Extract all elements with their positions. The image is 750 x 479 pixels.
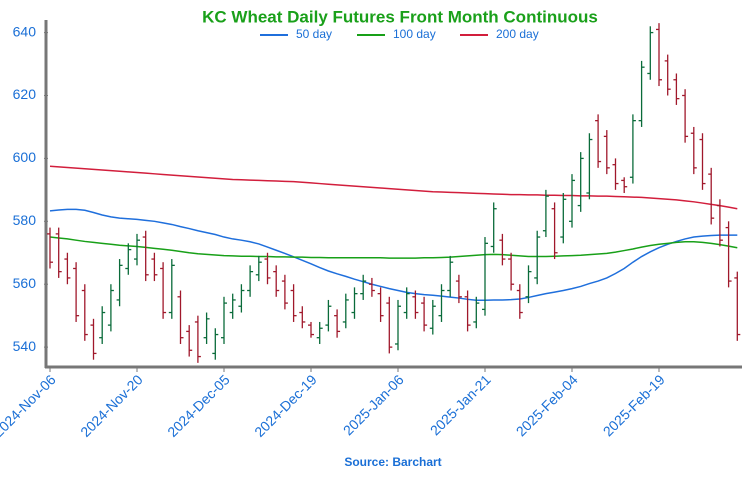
x-tick-label: 2024-Nov-20 — [77, 371, 146, 440]
x-tick-label: 2025-Jan-06 — [340, 371, 407, 438]
legend-label: 100 day — [393, 27, 436, 41]
x-tick-label: 2025-Feb-04 — [513, 371, 581, 439]
chart-title: KC Wheat Daily Futures Front Month Conti… — [202, 7, 598, 26]
y-tick-label: 620 — [13, 86, 37, 102]
legend-label: 200 day — [496, 27, 539, 41]
x-tick-label: 2024-Dec-19 — [251, 371, 320, 440]
moving-average-line — [49, 165, 738, 210]
x-tick-label: 2025-Feb-19 — [600, 371, 668, 439]
y-tick-label: 560 — [13, 275, 37, 291]
y-tick-label: 540 — [13, 338, 37, 354]
moving-average-line — [49, 208, 738, 302]
y-tick-label: 580 — [13, 212, 37, 228]
x-tick-label: 2025-Jan-21 — [427, 371, 494, 438]
y-tick-label: 600 — [13, 149, 37, 165]
moving-average-line — [49, 236, 738, 259]
x-tick-label: 2024-Dec-05 — [164, 371, 233, 440]
x-tick-label: 2024-Nov-06 — [0, 371, 59, 440]
source: Source: Barchart — [344, 455, 441, 469]
y-tick-label: 640 — [13, 23, 37, 39]
legend-label: 50 day — [296, 27, 332, 41]
